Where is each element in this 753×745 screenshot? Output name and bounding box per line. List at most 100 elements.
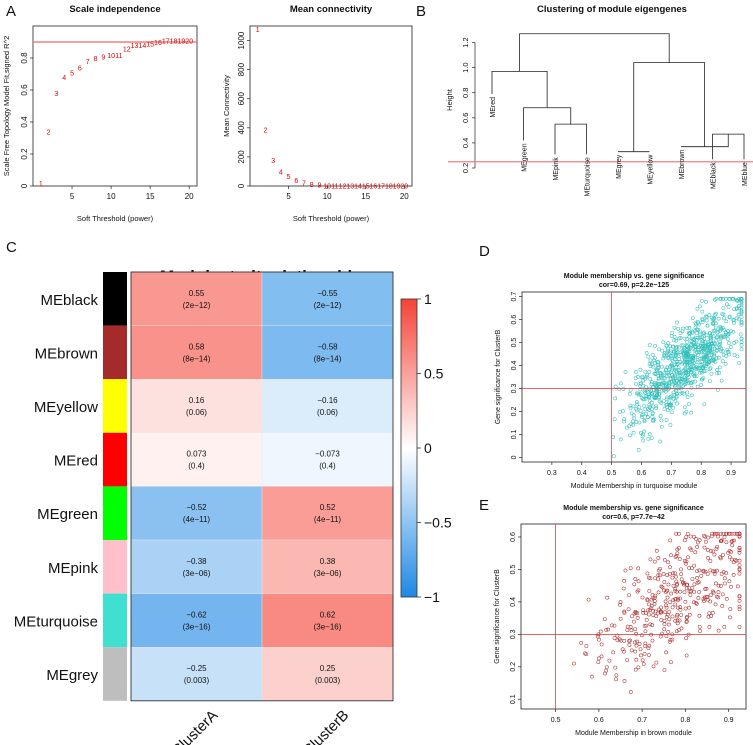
d-data-point: [718, 334, 723, 339]
d-data-point: [634, 408, 639, 413]
e-data-point: [682, 559, 687, 563]
d-data-point: [659, 424, 664, 429]
e-data-point: [673, 555, 678, 559]
e-data-point: [670, 637, 675, 642]
e-data-point: [673, 597, 678, 602]
d-data-point: [690, 358, 695, 363]
a2-plot-frame: [249, 25, 413, 187]
e-data-point: [697, 624, 702, 629]
d-data-point: [642, 403, 646, 408]
d-data-point: [669, 334, 674, 338]
a1-y-tick-label: 0: [20, 183, 29, 188]
d-data-point: [693, 379, 698, 384]
d-data-point: [726, 332, 731, 337]
d-data-point: [706, 342, 710, 347]
d-data-point: [639, 396, 644, 400]
d-data-point: [719, 334, 724, 339]
e-data-point: [628, 625, 633, 629]
d-data-point: [701, 342, 706, 346]
d-data-point: [634, 370, 638, 374]
d-data-point: [612, 417, 617, 422]
d-data-point: [682, 336, 687, 341]
c-heatmap-cell: [261, 486, 394, 541]
d-data-point: [724, 297, 728, 301]
a1-point-label: 10: [107, 53, 115, 60]
d-data-point: [719, 297, 723, 301]
d-data-point: [672, 338, 676, 343]
d-data-point: [704, 333, 709, 338]
d-data-point: [673, 388, 678, 393]
e-data-point: [636, 579, 641, 584]
d-data-point: [617, 387, 621, 392]
e-data-point: [666, 560, 671, 565]
d-data-point: [704, 300, 708, 304]
e-data-point: [610, 623, 614, 628]
d-data-point: [711, 358, 716, 363]
e-data-point: [627, 642, 632, 647]
d-data-point: [654, 394, 659, 399]
b-leaf-label: MEpink: [553, 157, 560, 181]
d-data-point: [704, 361, 709, 366]
d-data-point: [676, 326, 681, 331]
d-y-tick-label: 0.5: [511, 338, 518, 348]
d-data-point: [710, 357, 715, 362]
d-data-point: [643, 407, 648, 412]
d-data-point: [714, 349, 719, 353]
c-heatmap-cell: [261, 539, 394, 594]
e-data-point: [709, 534, 714, 539]
e-data-point: [632, 619, 636, 624]
e-data-point: [626, 607, 631, 612]
d-data-point: [638, 431, 643, 435]
d-data-point: [707, 355, 712, 360]
e-data-point: [662, 558, 667, 562]
b-y-tick-label: 1.0: [461, 62, 470, 72]
d-data-point: [696, 348, 700, 352]
d-data-point: [683, 380, 688, 385]
d-data-point: [712, 354, 717, 359]
b-leaf-label: MEblack: [711, 162, 718, 189]
d-data-point: [645, 394, 650, 399]
d-data-point: [698, 356, 703, 361]
d-data-point: [689, 410, 694, 415]
c-cell-pvalue: (0.06): [317, 408, 338, 417]
d-data-point: [672, 325, 677, 330]
e-data-point: [737, 531, 742, 536]
d-data-point: [703, 369, 708, 373]
a2-point-label: 15: [362, 183, 370, 190]
e-data-point: [715, 594, 719, 599]
c-module-color-swatch: [103, 325, 127, 380]
e-data-point: [628, 638, 632, 643]
d-data-point: [619, 381, 623, 386]
d-data-point: [734, 316, 739, 321]
e-data-point: [710, 531, 714, 536]
e-data-point: [732, 531, 737, 536]
d-data-point: [703, 340, 708, 345]
e-data-point: [713, 602, 718, 607]
d-data-point: [638, 409, 643, 414]
e-data-point: [612, 636, 617, 640]
e-data-point: [663, 599, 668, 604]
d-data-point: [725, 333, 730, 337]
d-data-point: [668, 363, 673, 368]
d-data-point: [653, 343, 657, 348]
d-data-point: [735, 299, 740, 303]
d-data-point: [643, 387, 648, 392]
e-data-point: [688, 546, 692, 551]
e-data-point: [615, 633, 620, 638]
d-data-point: [659, 372, 663, 377]
d-data-point: [716, 316, 721, 321]
d-data-point: [671, 390, 676, 395]
d-data-point: [728, 329, 733, 334]
e-data-point: [677, 557, 682, 561]
c-cell-value: 0.16: [189, 396, 205, 405]
e-data-point: [668, 565, 672, 570]
e-x-tick-label: 0.5: [551, 717, 561, 724]
e-data-point: [622, 578, 626, 583]
e-x-tick-label: 0.8: [681, 717, 691, 724]
e-data-point: [732, 538, 736, 543]
d-data-point: [671, 376, 676, 381]
c-row-label: MEpink: [48, 560, 99, 577]
d-data-point: [631, 404, 636, 409]
d-data-point: [723, 330, 728, 335]
